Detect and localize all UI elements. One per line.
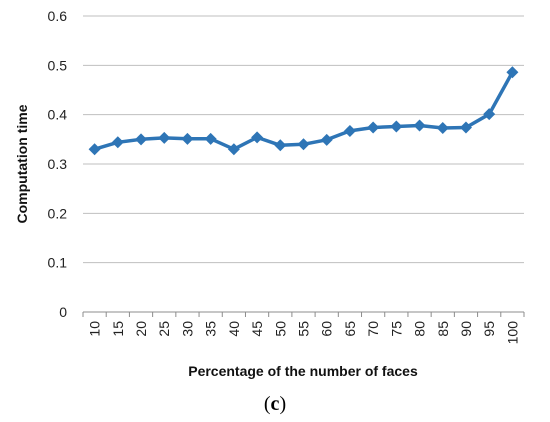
x-tick-label: 45 [249, 321, 265, 337]
y-tick-label: 0.6 [48, 8, 68, 24]
x-tick-label: 100 [504, 321, 520, 345]
y-tick-label: 0.2 [48, 205, 68, 221]
x-tick-label: 70 [365, 321, 381, 337]
data-point [251, 131, 264, 144]
x-tick-label: 30 [179, 321, 195, 337]
data-point [506, 66, 519, 79]
y-axis-title: Computation time [14, 104, 30, 223]
data-point [227, 143, 240, 156]
x-tick-label: 65 [342, 321, 358, 337]
caption-letter: c [270, 393, 280, 415]
x-axis-title: Percentage of the number of faces [188, 363, 418, 379]
x-tick-label: 40 [226, 321, 242, 337]
x-tick-label: 10 [87, 321, 103, 337]
x-tick-labels: 10 15 20 25 30 35 40 45 50 55 60 65 70 75 80 85 90 95 100 [87, 321, 521, 345]
y-tick-labels: 0 0.1 0.2 0.3 0.4 0.5 0.6 [48, 8, 68, 320]
caption-open: ( [263, 393, 271, 415]
x-tick-label: 15 [110, 321, 126, 337]
data-point [158, 131, 171, 144]
x-tick-label: 25 [156, 321, 172, 337]
data-point [343, 124, 356, 137]
data-points [88, 66, 519, 156]
data-point [204, 132, 217, 145]
data-point [483, 108, 496, 121]
grid-lines [82, 15, 525, 317]
data-point [459, 121, 472, 134]
x-tick-label: 60 [319, 321, 335, 337]
x-tick-label: 85 [435, 321, 451, 337]
figure-caption: (c) [0, 393, 550, 416]
series-line [94, 71, 514, 151]
series-polyline [94, 71, 514, 151]
x-tick-label: 95 [481, 321, 497, 337]
data-point [111, 136, 124, 149]
x-tick-label: 80 [412, 321, 428, 337]
caption-close: ) [279, 393, 287, 415]
x-tick-label: 75 [388, 321, 404, 337]
data-point [436, 121, 449, 134]
data-point [297, 138, 310, 151]
data-point [367, 121, 380, 134]
data-point [181, 132, 194, 145]
x-tick-label: 50 [272, 321, 288, 337]
x-tick-label: 35 [203, 321, 219, 337]
y-tick-label: 0.4 [48, 107, 68, 123]
data-point [88, 143, 101, 156]
data-point [413, 119, 426, 132]
y-tick-label: 0.5 [48, 57, 68, 73]
data-point [274, 139, 287, 152]
x-tick-label: 55 [296, 321, 312, 337]
x-tick-label: 20 [133, 321, 149, 337]
data-point [390, 120, 403, 133]
data-point [135, 133, 148, 146]
y-tick-label: 0.1 [48, 255, 68, 271]
x-tick-label: 90 [458, 321, 474, 337]
y-tick-label: 0 [59, 304, 67, 320]
y-tick-label: 0.3 [48, 156, 68, 172]
data-point [320, 133, 333, 146]
